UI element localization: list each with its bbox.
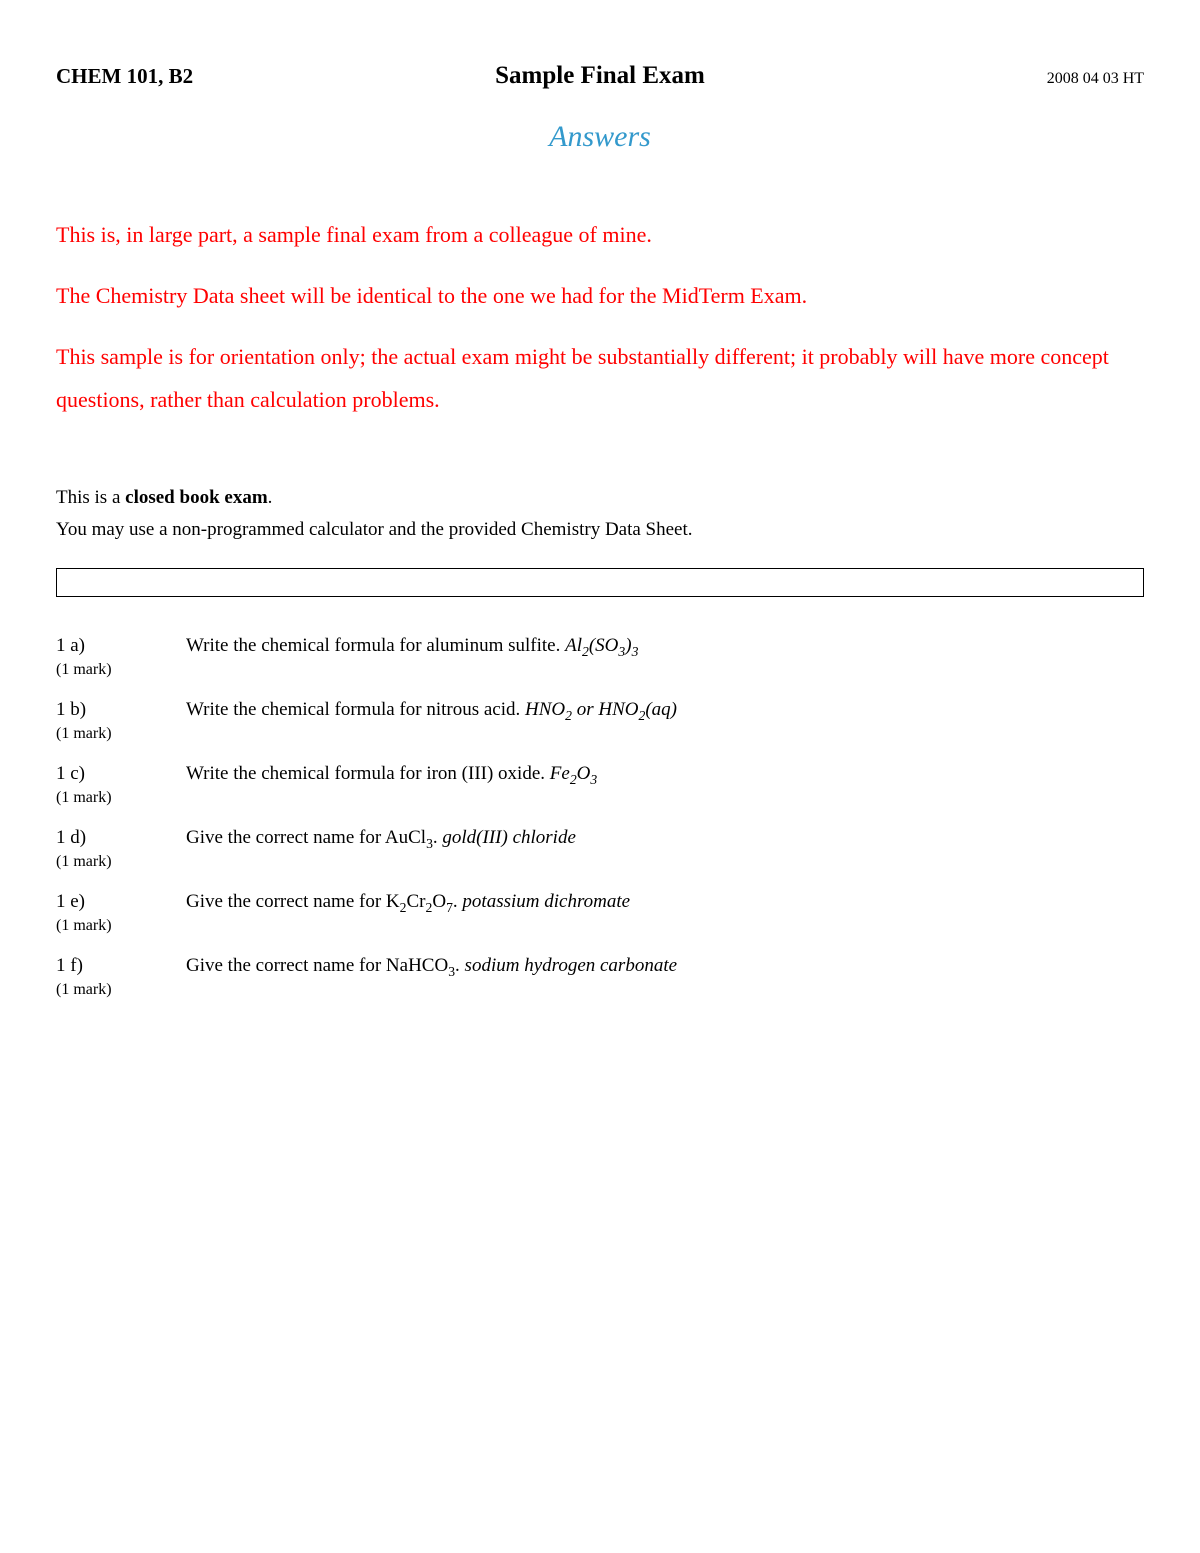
question-item: 1 c) Write the chemical formula for iron…: [56, 763, 1144, 807]
question-label: 1 a): [56, 635, 186, 657]
page: CHEM 101, B2 Sample Final Exam 2008 04 0…: [0, 0, 1200, 1553]
closed-book-line1: This is a closed book exam.: [56, 482, 1144, 514]
closed-book-suffix: .: [268, 487, 273, 508]
question-prompt: Write the chemical formula for aluminum …: [186, 635, 565, 656]
question-label: 1 c): [56, 763, 186, 785]
question-mark: (1 mark): [56, 981, 1144, 999]
question-label: 1 f): [56, 955, 186, 977]
question-mark: (1 mark): [56, 725, 1144, 743]
question-answer: sodium hydrogen carbonate: [465, 955, 678, 976]
question-mark: (1 mark): [56, 853, 1144, 871]
question-text: Give the correct name for K2Cr2O7. potas…: [186, 891, 1144, 913]
question-prompt: Write the chemical formula for nitrous a…: [186, 699, 525, 720]
questions-list: 1 a) Write the chemical formula for alum…: [56, 635, 1144, 999]
question-text: Give the correct name for AuCl3. gold(II…: [186, 827, 1144, 849]
question-answer: potassium dichromate: [462, 891, 630, 912]
question-mark: (1 mark): [56, 661, 1144, 679]
question-prompt: Give the correct name for AuCl3.: [186, 827, 442, 848]
question-item: 1 b) Write the chemical formula for nitr…: [56, 699, 1144, 743]
divider-box: [56, 568, 1144, 597]
question-answer: HNO2 or HNO2(aq): [525, 699, 677, 720]
exam-title: Sample Final Exam: [419, 62, 782, 90]
course-code: CHEM 101, B2: [56, 64, 419, 89]
question-text: Write the chemical formula for aluminum …: [186, 635, 1144, 657]
question-answer: gold(III) chloride: [442, 827, 575, 848]
answers-heading: Answers: [56, 120, 1144, 154]
question-prompt: Give the correct name for NaHCO3.: [186, 955, 465, 976]
date-code: 2008 04 03 HT: [781, 70, 1144, 88]
question-answer: Al2(SO3)3: [565, 635, 638, 656]
question-text: Write the chemical formula for iron (III…: [186, 763, 1144, 785]
question-text: Write the chemical formula for nitrous a…: [186, 699, 1144, 721]
closed-book-note: This is a closed book exam. You may use …: [56, 482, 1144, 547]
question-answer: Fe2O3: [550, 763, 597, 784]
question-mark: (1 mark): [56, 789, 1144, 807]
question-prompt: Write the chemical formula for iron (III…: [186, 763, 550, 784]
intro-paragraph: This is, in large part, a sample final e…: [56, 214, 1144, 257]
question-text: Give the correct name for NaHCO3. sodium…: [186, 955, 1144, 977]
question-label: 1 e): [56, 891, 186, 913]
closed-book-bold: closed book exam: [125, 487, 268, 508]
question-item: 1 d) Give the correct name for AuCl3. go…: [56, 827, 1144, 871]
intro-paragraph: The Chemistry Data sheet will be identic…: [56, 275, 1144, 318]
header-row: CHEM 101, B2 Sample Final Exam 2008 04 0…: [56, 62, 1144, 90]
intro-paragraphs: This is, in large part, a sample final e…: [56, 214, 1144, 422]
closed-book-prefix: This is a: [56, 487, 125, 508]
question-item: 1 f) Give the correct name for NaHCO3. s…: [56, 955, 1144, 999]
intro-paragraph: This sample is for orientation only; the…: [56, 336, 1144, 422]
question-item: 1 e) Give the correct name for K2Cr2O7. …: [56, 891, 1144, 935]
question-prompt: Give the correct name for K2Cr2O7.: [186, 891, 462, 912]
question-label: 1 b): [56, 699, 186, 721]
closed-book-line2: You may use a non-programmed calculator …: [56, 514, 1144, 546]
question-mark: (1 mark): [56, 917, 1144, 935]
question-label: 1 d): [56, 827, 186, 849]
question-item: 1 a) Write the chemical formula for alum…: [56, 635, 1144, 679]
